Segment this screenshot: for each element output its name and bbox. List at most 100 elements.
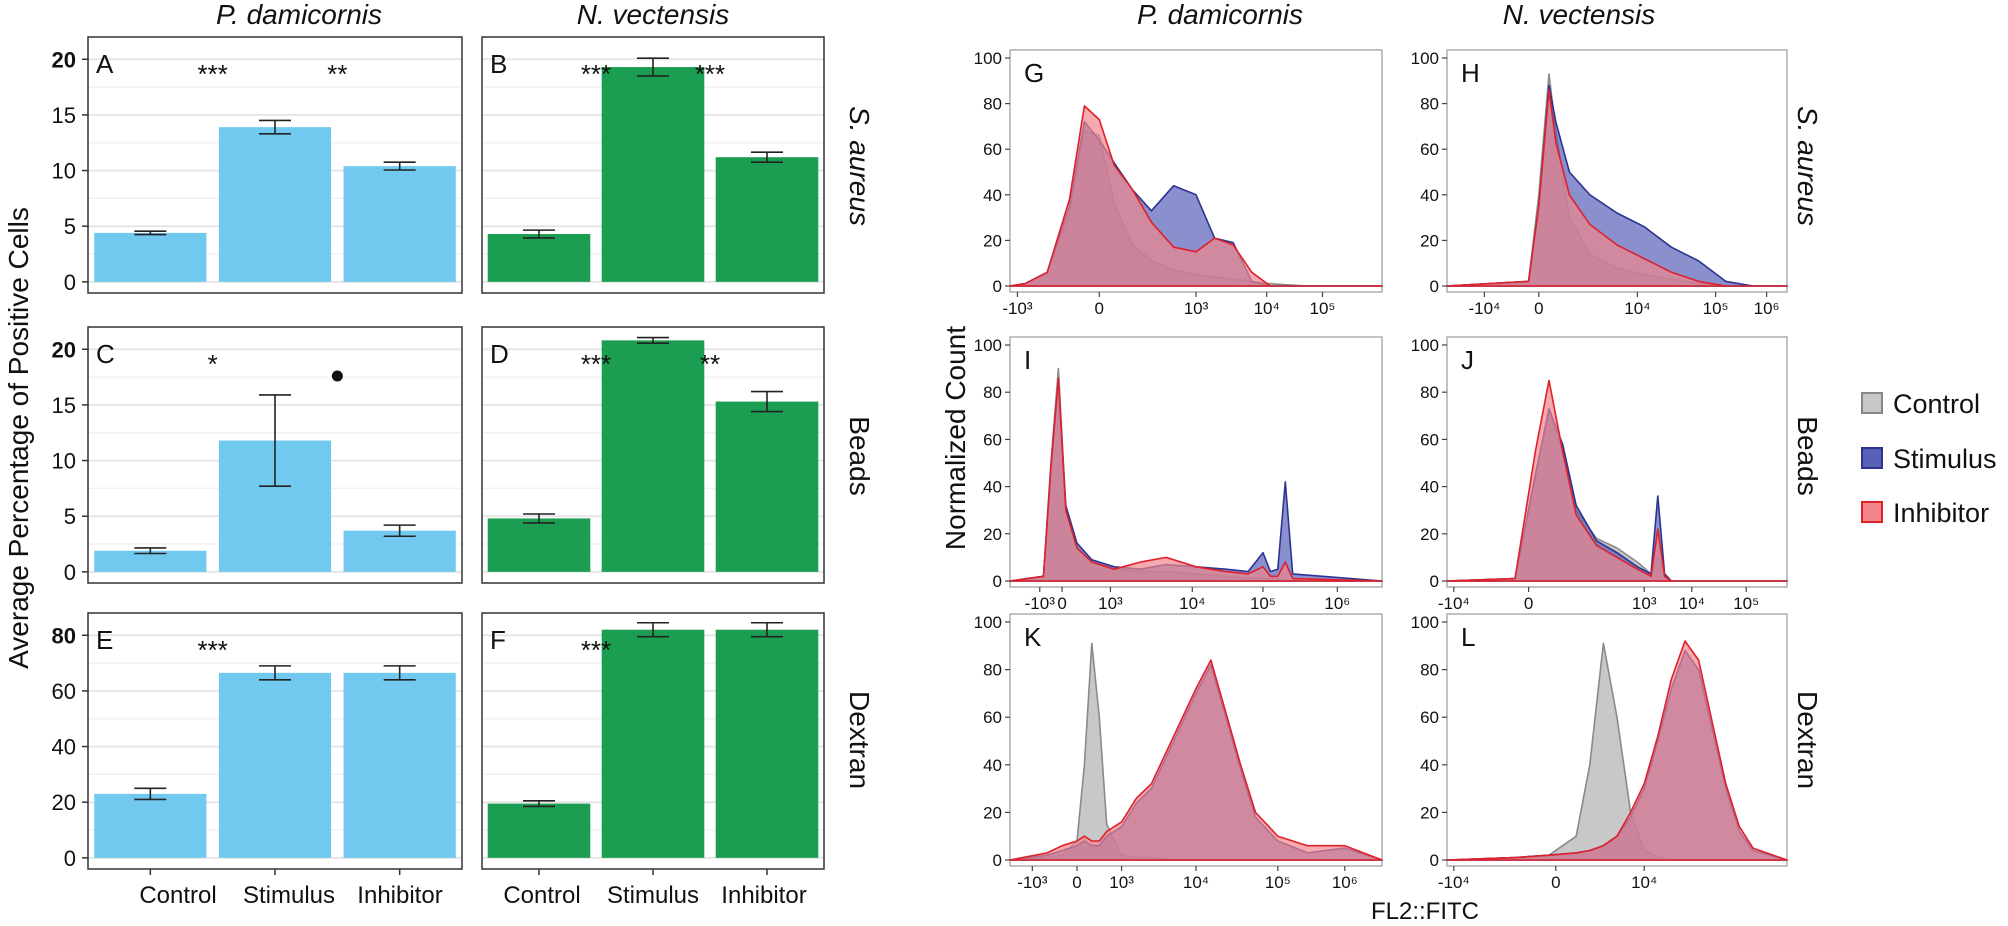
x-tick-label: 10⁵: [1265, 873, 1291, 892]
y-tick-label: 0: [993, 572, 1002, 591]
right-y-axis-label: Normalized Count: [940, 326, 971, 550]
y-tick-label: 40: [983, 756, 1002, 775]
y-tick-label: 0: [64, 846, 76, 871]
panel-border: [87, 36, 463, 294]
x-tick-label: 0: [1095, 299, 1104, 318]
y-tick-label: 80: [983, 661, 1002, 680]
y-tick-label: 60: [983, 430, 1002, 449]
x-tick-label: -10⁴: [1438, 594, 1470, 613]
bar-control: [487, 234, 591, 282]
bar-control: [487, 803, 591, 858]
significance-label: **: [700, 349, 720, 379]
y-tick-label: 40: [1420, 478, 1439, 497]
y-tick-label: 100: [974, 336, 1002, 355]
x-tick-label: 0: [1072, 873, 1081, 892]
bar-panel-d: *** **D: [481, 326, 825, 584]
row-label-s-aureus-right: S. aureus: [1792, 106, 1823, 226]
significance-label: ***: [581, 635, 611, 665]
left-species-title-1: P. damicornis: [216, 0, 382, 30]
y-tick-label: 20: [983, 231, 1002, 250]
y-tick-label: 20: [52, 47, 76, 72]
panel-letter: L: [1461, 622, 1475, 652]
row-label-s-aureus-left: S. aureus: [844, 106, 875, 226]
y-tick-label: 60: [52, 679, 76, 704]
histogram-panel-l: 0 20 40 60 80 100 -10⁴ 0 10⁴ L: [1411, 613, 1788, 892]
y-tick-label: 20: [52, 790, 76, 815]
y-tick-label: 0: [64, 560, 76, 585]
y-tick-label: 20: [1420, 231, 1439, 250]
bar-inhibitor: [343, 166, 456, 282]
right-species-title-2: N. vectensis: [1503, 0, 1656, 30]
y-tick-label: 40: [983, 186, 1002, 205]
x-tick-label: 10⁴: [1183, 873, 1209, 892]
legend-label-inhibitor: Inhibitor: [1893, 498, 1989, 528]
left-cat-control-1: Control: [139, 882, 216, 909]
panel-letter: C: [96, 339, 115, 369]
left-cat-inhibitor-1: Inhibitor: [357, 882, 442, 909]
y-tick-label: 0: [1430, 277, 1439, 296]
y-tick-label: 40: [1420, 756, 1439, 775]
x-tick-label: 10⁶: [1324, 594, 1350, 613]
row-label-dextran-right: Dextran: [1792, 691, 1823, 789]
x-tick-label: 10⁴: [1254, 299, 1280, 318]
y-tick-label: 100: [1411, 49, 1439, 68]
significance-label: ***: [581, 349, 611, 379]
y-tick-label: 5: [64, 214, 76, 239]
left-species-title-2: N. vectensis: [577, 0, 730, 30]
x-tick-label: 10³: [1632, 594, 1657, 613]
y-tick-label: 0: [993, 851, 1002, 870]
y-tick-label: 100: [974, 613, 1002, 632]
x-tick-label: 10³: [1184, 299, 1209, 318]
significance-label: ***: [197, 59, 227, 89]
y-tick-label: 60: [1420, 708, 1439, 727]
x-tick-label: 0: [1551, 873, 1560, 892]
bar-stimulus: [601, 67, 705, 282]
y-tick-label: 60: [1420, 430, 1439, 449]
bar-control: [94, 232, 207, 282]
legend-swatch-inhibitor: [1861, 501, 1883, 523]
x-tick-label: -10⁴: [1468, 299, 1500, 318]
bar-control: [487, 518, 591, 572]
y-tick-label: 20: [1420, 525, 1439, 544]
bar-inhibitor: [343, 530, 456, 572]
bar-panel-b: *** *** B: [481, 36, 825, 294]
y-tick-label: 15: [52, 393, 76, 418]
y-tick-label: 40: [1420, 186, 1439, 205]
x-tick-label: 10⁵: [1733, 594, 1759, 613]
x-tick-label: 10⁶: [1332, 873, 1358, 892]
x-tick-label: -10³: [1017, 873, 1048, 892]
right-x-axis-label: FL2::FITC: [1371, 898, 1479, 925]
y-tick-label: 100: [1411, 336, 1439, 355]
histogram-panel-k: 0 20 40 60 80 100 -10³ 0 10³ 10⁴ 10⁵ 10⁶ K: [974, 613, 1383, 892]
y-tick-label: 15: [52, 103, 76, 128]
significance-label: ***: [197, 635, 227, 665]
bar-inhibitor: [715, 629, 819, 858]
panel-letter: B: [490, 49, 507, 79]
series-inhibitor: [1009, 377, 1383, 582]
histogram-panel-h: 0 20 40 60 80 100 -10⁴ 0 10⁴ 10⁵ 10⁶ H: [1411, 49, 1788, 318]
panel-letter: I: [1024, 345, 1031, 375]
left-cat-control-2: Control: [503, 882, 580, 909]
y-tick-label: 40: [983, 478, 1002, 497]
y-tick-label: 5: [64, 504, 76, 529]
panel-background: [1446, 336, 1788, 588]
series-inhibitor: [1009, 105, 1383, 287]
y-tick-label: 0: [1430, 851, 1439, 870]
x-tick-label: 10⁶: [1754, 299, 1780, 318]
panel-letter: J: [1461, 345, 1474, 375]
row-label-beads-left: Beads: [844, 416, 875, 495]
row-label-dextran-left: Dextran: [844, 691, 875, 789]
y-tick-label: 60: [983, 708, 1002, 727]
x-tick-label: 10³: [1098, 594, 1123, 613]
significance-label: ***: [695, 59, 725, 89]
x-tick-label: -10³: [1025, 594, 1056, 613]
x-tick-label: 10⁴: [1631, 873, 1657, 892]
panel-letter: D: [490, 339, 509, 369]
y-tick-label: 0: [1430, 572, 1439, 591]
x-tick-label: 10⁴: [1679, 594, 1705, 613]
